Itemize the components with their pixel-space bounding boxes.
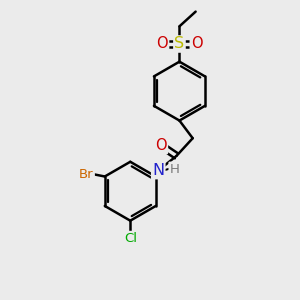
Text: N: N <box>152 163 164 178</box>
Text: O: O <box>191 37 202 52</box>
Text: O: O <box>157 37 168 52</box>
Text: Br: Br <box>79 168 94 181</box>
Text: O: O <box>155 138 167 153</box>
Text: Cl: Cl <box>124 232 137 245</box>
Text: H: H <box>169 163 179 176</box>
Text: S: S <box>174 37 184 52</box>
